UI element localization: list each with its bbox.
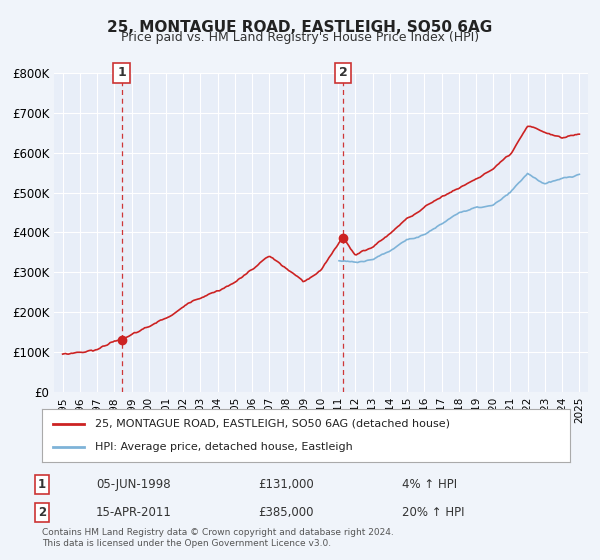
Text: 20% ↑ HPI: 20% ↑ HPI: [402, 506, 464, 519]
Text: 4% ↑ HPI: 4% ↑ HPI: [402, 478, 457, 491]
Text: 2: 2: [38, 506, 46, 519]
Text: 1: 1: [117, 66, 126, 80]
Text: 25, MONTAGUE ROAD, EASTLEIGH, SO50 6AG: 25, MONTAGUE ROAD, EASTLEIGH, SO50 6AG: [107, 20, 493, 35]
Text: 1: 1: [38, 478, 46, 491]
Text: £131,000: £131,000: [258, 478, 314, 491]
Text: 15-APR-2011: 15-APR-2011: [96, 506, 172, 519]
Text: 2: 2: [339, 66, 347, 80]
Text: 25, MONTAGUE ROAD, EASTLEIGH, SO50 6AG (detached house): 25, MONTAGUE ROAD, EASTLEIGH, SO50 6AG (…: [95, 419, 450, 429]
Text: Contains HM Land Registry data © Crown copyright and database right 2024.
This d: Contains HM Land Registry data © Crown c…: [42, 528, 394, 548]
Text: 05-JUN-1998: 05-JUN-1998: [96, 478, 170, 491]
Text: HPI: Average price, detached house, Eastleigh: HPI: Average price, detached house, East…: [95, 442, 353, 452]
Text: £385,000: £385,000: [258, 506, 314, 519]
Text: Price paid vs. HM Land Registry's House Price Index (HPI): Price paid vs. HM Land Registry's House …: [121, 31, 479, 44]
